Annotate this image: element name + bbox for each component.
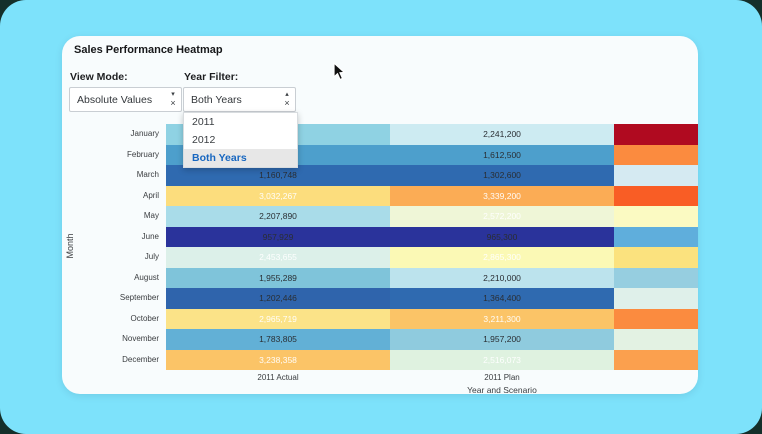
heatmap-cell[interactable]: 2,865,300 xyxy=(390,247,614,268)
heatmap-row: May 2,207,890 2,572,200 xyxy=(62,206,698,227)
month-label: March xyxy=(136,170,159,179)
heatmap-row: October 2,965,719 3,211,300 xyxy=(62,308,698,329)
year-filter-value: Both Years xyxy=(191,93,242,106)
heatmap-cell[interactable] xyxy=(614,185,698,206)
heatmap-cell[interactable] xyxy=(614,288,698,309)
dropdown-option-2011[interactable]: 2011 xyxy=(192,116,215,128)
heatmap-card: Sales Performance Heatmap View Mode: Abs… xyxy=(62,36,698,394)
heatmap-cell[interactable]: 1,364,400 xyxy=(390,288,614,309)
heatmap-cell[interactable] xyxy=(614,206,698,227)
heatmap-cell[interactable]: 2,516,073 xyxy=(390,349,614,370)
heatmap-cell[interactable]: 1,160,748 xyxy=(166,165,390,186)
month-label: June xyxy=(141,231,159,241)
heatmap-cell[interactable]: 957,929 xyxy=(166,226,390,247)
heatmap-row: December 3,238,358 2,516,073 xyxy=(62,349,698,370)
view-mode-label: View Mode: xyxy=(70,71,128,83)
page-title: Sales Performance Heatmap xyxy=(74,44,223,56)
heatmap-cell[interactable] xyxy=(614,329,698,350)
heatmap-cell[interactable]: 2,965,719 xyxy=(166,308,390,329)
year-filter-dropdown: 2011 2012 Both Years xyxy=(183,112,298,168)
heatmap-cell[interactable]: 1,957,200 xyxy=(390,329,614,350)
month-label: July xyxy=(144,252,159,261)
heatmap-row: September 1,202,446 1,364,400 xyxy=(62,288,698,309)
heatmap-cell[interactable] xyxy=(614,267,698,288)
heatmap-cell[interactable] xyxy=(614,144,698,165)
x-axis-tick: 2011 Plan xyxy=(484,373,520,382)
heatmap-cell[interactable]: 1,955,289 xyxy=(166,267,390,288)
heatmap-cell[interactable]: 1,783,805 xyxy=(166,329,390,350)
chevron-up-icon[interactable]: ▴ xyxy=(285,91,289,98)
x-axis-ticks: 2011 Actual 2011 Plan xyxy=(166,373,698,382)
heatmap-cell[interactable]: 2,453,655 xyxy=(166,247,390,268)
month-label: September xyxy=(119,293,159,302)
heatmap-cell[interactable] xyxy=(614,308,698,329)
heatmap-cell[interactable]: 3,211,300 xyxy=(390,308,614,329)
heatmap-row: August 1,955,289 2,210,000 xyxy=(62,267,698,288)
month-label: December xyxy=(122,354,159,364)
clear-icon[interactable]: × xyxy=(284,98,290,108)
heatmap-cell[interactable]: 965,300 xyxy=(390,226,614,247)
heatmap-cell[interactable] xyxy=(614,165,698,186)
heatmap-row: April 3,032,267 3,339,200 xyxy=(62,185,698,206)
heatmap-cell[interactable] xyxy=(614,124,698,145)
heatmap-cell[interactable] xyxy=(614,349,698,370)
year-filter-select[interactable]: Both Years ▴ × xyxy=(183,87,296,112)
heatmap-cell[interactable]: 2,572,200 xyxy=(390,206,614,227)
heatmap-grid: January 2,241,200 February 1,612,500 March 1,… xyxy=(62,124,698,370)
heatmap-cell[interactable]: 3,339,200 xyxy=(390,185,614,206)
dropdown-option-2012[interactable]: 2012 xyxy=(192,134,216,146)
year-filter-label: Year Filter: xyxy=(184,71,239,83)
heatmap-cell[interactable]: 2,241,200 xyxy=(390,124,614,145)
heatmap-cell[interactable] xyxy=(614,247,698,268)
heatmap-row: March 1,160,748 1,302,600 xyxy=(62,165,698,186)
heatmap-row: June 957,929 965,300 xyxy=(62,226,698,247)
heatmap-row: February 1,612,500 xyxy=(62,144,698,165)
heatmap-row: November 1,783,805 1,957,200 xyxy=(62,329,698,350)
view-mode-select[interactable]: Absolute Values ▾ × xyxy=(69,87,182,112)
mouse-cursor xyxy=(333,62,346,81)
heatmap-cell[interactable]: 1,202,446 xyxy=(166,288,390,309)
heatmap-row: July 2,453,655 2,865,300 xyxy=(62,247,698,268)
heatmap-cell[interactable]: 2,210,000 xyxy=(390,267,614,288)
x-axis-tick xyxy=(614,373,698,382)
month-label: November xyxy=(122,334,159,343)
x-axis-title: Year and Scenario xyxy=(467,385,537,394)
heatmap-cell[interactable] xyxy=(614,226,698,247)
clear-icon[interactable]: × xyxy=(170,98,176,108)
month-label: February xyxy=(126,149,159,159)
view-mode-value: Absolute Values xyxy=(77,93,153,106)
chevron-down-icon[interactable]: ▾ xyxy=(171,91,175,98)
x-axis-tick: 2011 Actual xyxy=(257,373,299,382)
month-label: May xyxy=(143,211,159,220)
heatmap-row: January 2,241,200 xyxy=(62,124,698,145)
heatmap-cell[interactable]: 2,207,890 xyxy=(166,206,390,227)
dropdown-option-both-years[interactable]: Both Years xyxy=(184,149,297,167)
heatmap-cell[interactable]: 1,302,600 xyxy=(390,165,614,186)
month-label: April xyxy=(142,190,159,200)
heatmap-cell[interactable]: 3,238,358 xyxy=(166,349,390,370)
heatmap-cell[interactable]: 1,612,500 xyxy=(390,144,614,165)
month-label: October xyxy=(130,313,159,323)
month-label: January xyxy=(130,129,159,138)
month-label: August xyxy=(134,272,159,282)
heatmap-cell[interactable]: 3,032,267 xyxy=(166,185,390,206)
